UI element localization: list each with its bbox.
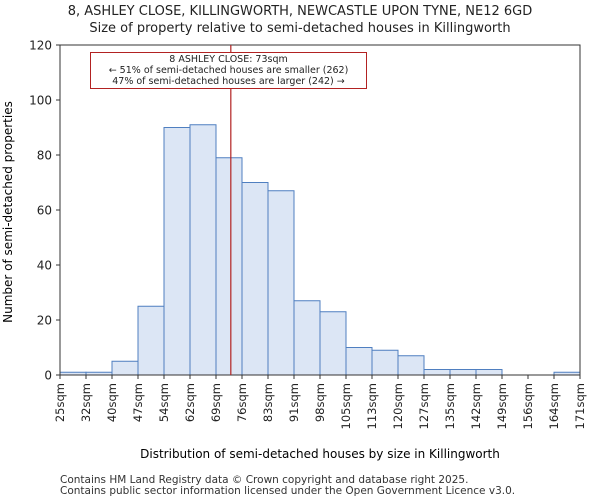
histogram-bar (267, 190, 295, 376)
x-tick-label: 69sqm (209, 383, 223, 422)
chart-subtitle: Size of property relative to semi-detach… (89, 21, 511, 36)
x-tick-label: 113sqm (365, 383, 379, 429)
histogram-bar (215, 157, 243, 376)
y-tick-label: 0 (44, 369, 52, 383)
x-tick-label: 76sqm (235, 383, 249, 422)
x-tick-label: 156sqm (521, 383, 535, 429)
x-tick-label: 98sqm (313, 383, 327, 422)
histogram-bar (397, 355, 425, 376)
x-tick-label: 142sqm (469, 383, 483, 429)
annotation-larger: 47% of semi-detached houses are larger (… (112, 76, 345, 87)
x-tick-label: 91sqm (287, 383, 301, 422)
x-tick-label: 32sqm (79, 383, 93, 422)
histogram-bar (371, 349, 399, 376)
annotation-smaller: ← 51% of semi-detached houses are smalle… (108, 65, 349, 76)
y-tick-label: 40 (37, 259, 52, 273)
y-tick-label: 60 (37, 204, 52, 218)
histogram-bar (241, 182, 269, 376)
x-tick-label: 25sqm (53, 383, 67, 422)
x-tick-label: 40sqm (105, 383, 119, 422)
x-tick-label: 135sqm (443, 383, 457, 429)
x-axis-label: Distribution of semi-detached houses by … (140, 447, 500, 461)
histogram-bar (111, 360, 139, 376)
chart-title: 8, ASHLEY CLOSE, KILLINGWORTH, NEWCASTLE… (67, 4, 533, 19)
y-tick-label: 80 (37, 149, 52, 163)
footer-copyright: Contains HM Land Registry data © Crown c… (60, 474, 469, 486)
x-tick-label: 83sqm (261, 383, 275, 422)
histogram-bar (449, 369, 477, 376)
x-tick-label: 54sqm (157, 383, 171, 422)
y-tick-label: 120 (29, 39, 52, 53)
x-tick-label: 127sqm (417, 383, 431, 429)
x-tick-label: 105sqm (339, 383, 353, 429)
histogram-bar (423, 369, 451, 376)
annotation-box: 8 ASHLEY CLOSE: 73sqm ← 51% of semi-deta… (90, 52, 367, 89)
x-tick-label: 62sqm (183, 383, 197, 422)
y-axis-label: Number of semi-detached properties (1, 101, 15, 323)
histogram-bar (189, 124, 217, 376)
x-tick-label: 164sqm (547, 383, 561, 429)
footer-licence: Contains public sector information licen… (60, 485, 516, 497)
x-tick-label: 47sqm (131, 383, 145, 422)
y-tick-label: 20 (37, 314, 52, 328)
histogram-bar (137, 305, 165, 376)
histogram-bar (475, 369, 503, 376)
histogram-bar (319, 311, 347, 376)
x-tick-label: 120sqm (391, 383, 405, 429)
x-tick-label: 149sqm (495, 383, 509, 429)
y-tick-label: 100 (29, 94, 52, 108)
histogram-bar (163, 127, 191, 376)
plot-frame (59, 44, 581, 376)
histogram-bar (293, 300, 321, 376)
x-tick-label: 171sqm (573, 383, 587, 429)
annotation-title: 8 ASHLEY CLOSE: 73sqm (169, 54, 288, 65)
histogram-bar (345, 347, 373, 376)
